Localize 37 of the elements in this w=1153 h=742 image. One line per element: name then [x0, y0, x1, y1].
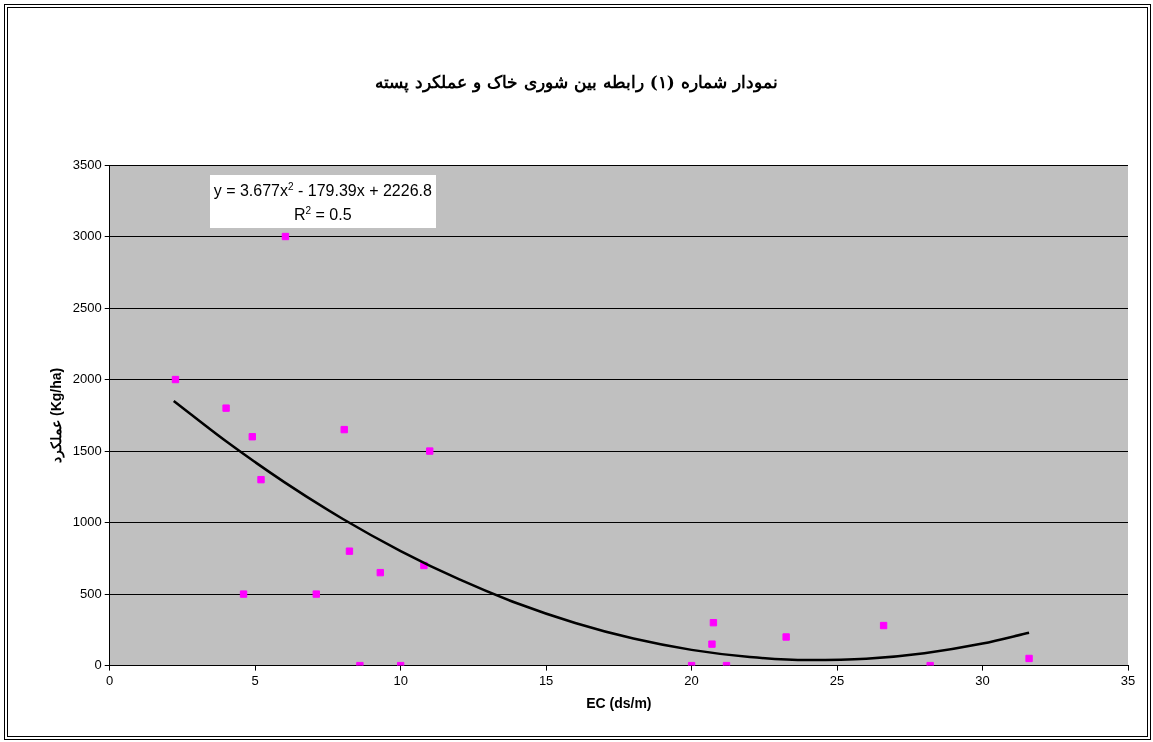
- point: [257, 475, 265, 484]
- x-tick-label: 15: [538, 672, 554, 688]
- x-tick-label: 35: [1120, 672, 1136, 688]
- x-tick-label: 25: [829, 672, 845, 688]
- x-tick-label: 20: [684, 672, 699, 688]
- y-tick-label: 3000: [72, 228, 102, 244]
- point: [708, 640, 716, 648]
- point: [345, 547, 354, 555]
- y-tick-label: 3500: [72, 156, 102, 172]
- annotation: R$^{2}$ = 0.5: [293, 204, 353, 226]
- y-tick-label: 1000: [72, 514, 102, 530]
- point: [281, 232, 290, 241]
- point: [312, 590, 320, 598]
- x-tick-label: 0: [106, 672, 114, 688]
- point: [340, 425, 348, 434]
- point: [376, 568, 384, 577]
- point: [709, 619, 718, 627]
- x-axis-title: EC (ds/m): [586, 695, 652, 712]
- point: [782, 633, 790, 641]
- x-tick-label: 10: [393, 672, 408, 688]
- x-tick-label: 5: [251, 672, 259, 688]
- point: [222, 404, 230, 412]
- point: [426, 447, 434, 455]
- point: [239, 590, 248, 598]
- y-tick-label: 2000: [72, 371, 102, 387]
- y-tick-label: 1500: [72, 442, 102, 458]
- y-tick-label: 0: [94, 657, 102, 673]
- y-tick-label: 2500: [72, 299, 102, 315]
- y-axis-title: عملکرد (Kg/ha): [48, 367, 66, 463]
- point: [171, 375, 180, 384]
- x-tick-label: 30: [975, 672, 990, 688]
- chart-title: نمودار شماره (۱) رابطه بین شوری خاک و عملکرد پسته: [374, 72, 779, 92]
- annotation: y = 3.677x$^{2}$ - 179.39x + 2226.8: [213, 180, 432, 202]
- point: [1025, 654, 1033, 663]
- point: [879, 621, 888, 630]
- point: [248, 433, 256, 441]
- y-tick-label: 500: [80, 585, 102, 601]
